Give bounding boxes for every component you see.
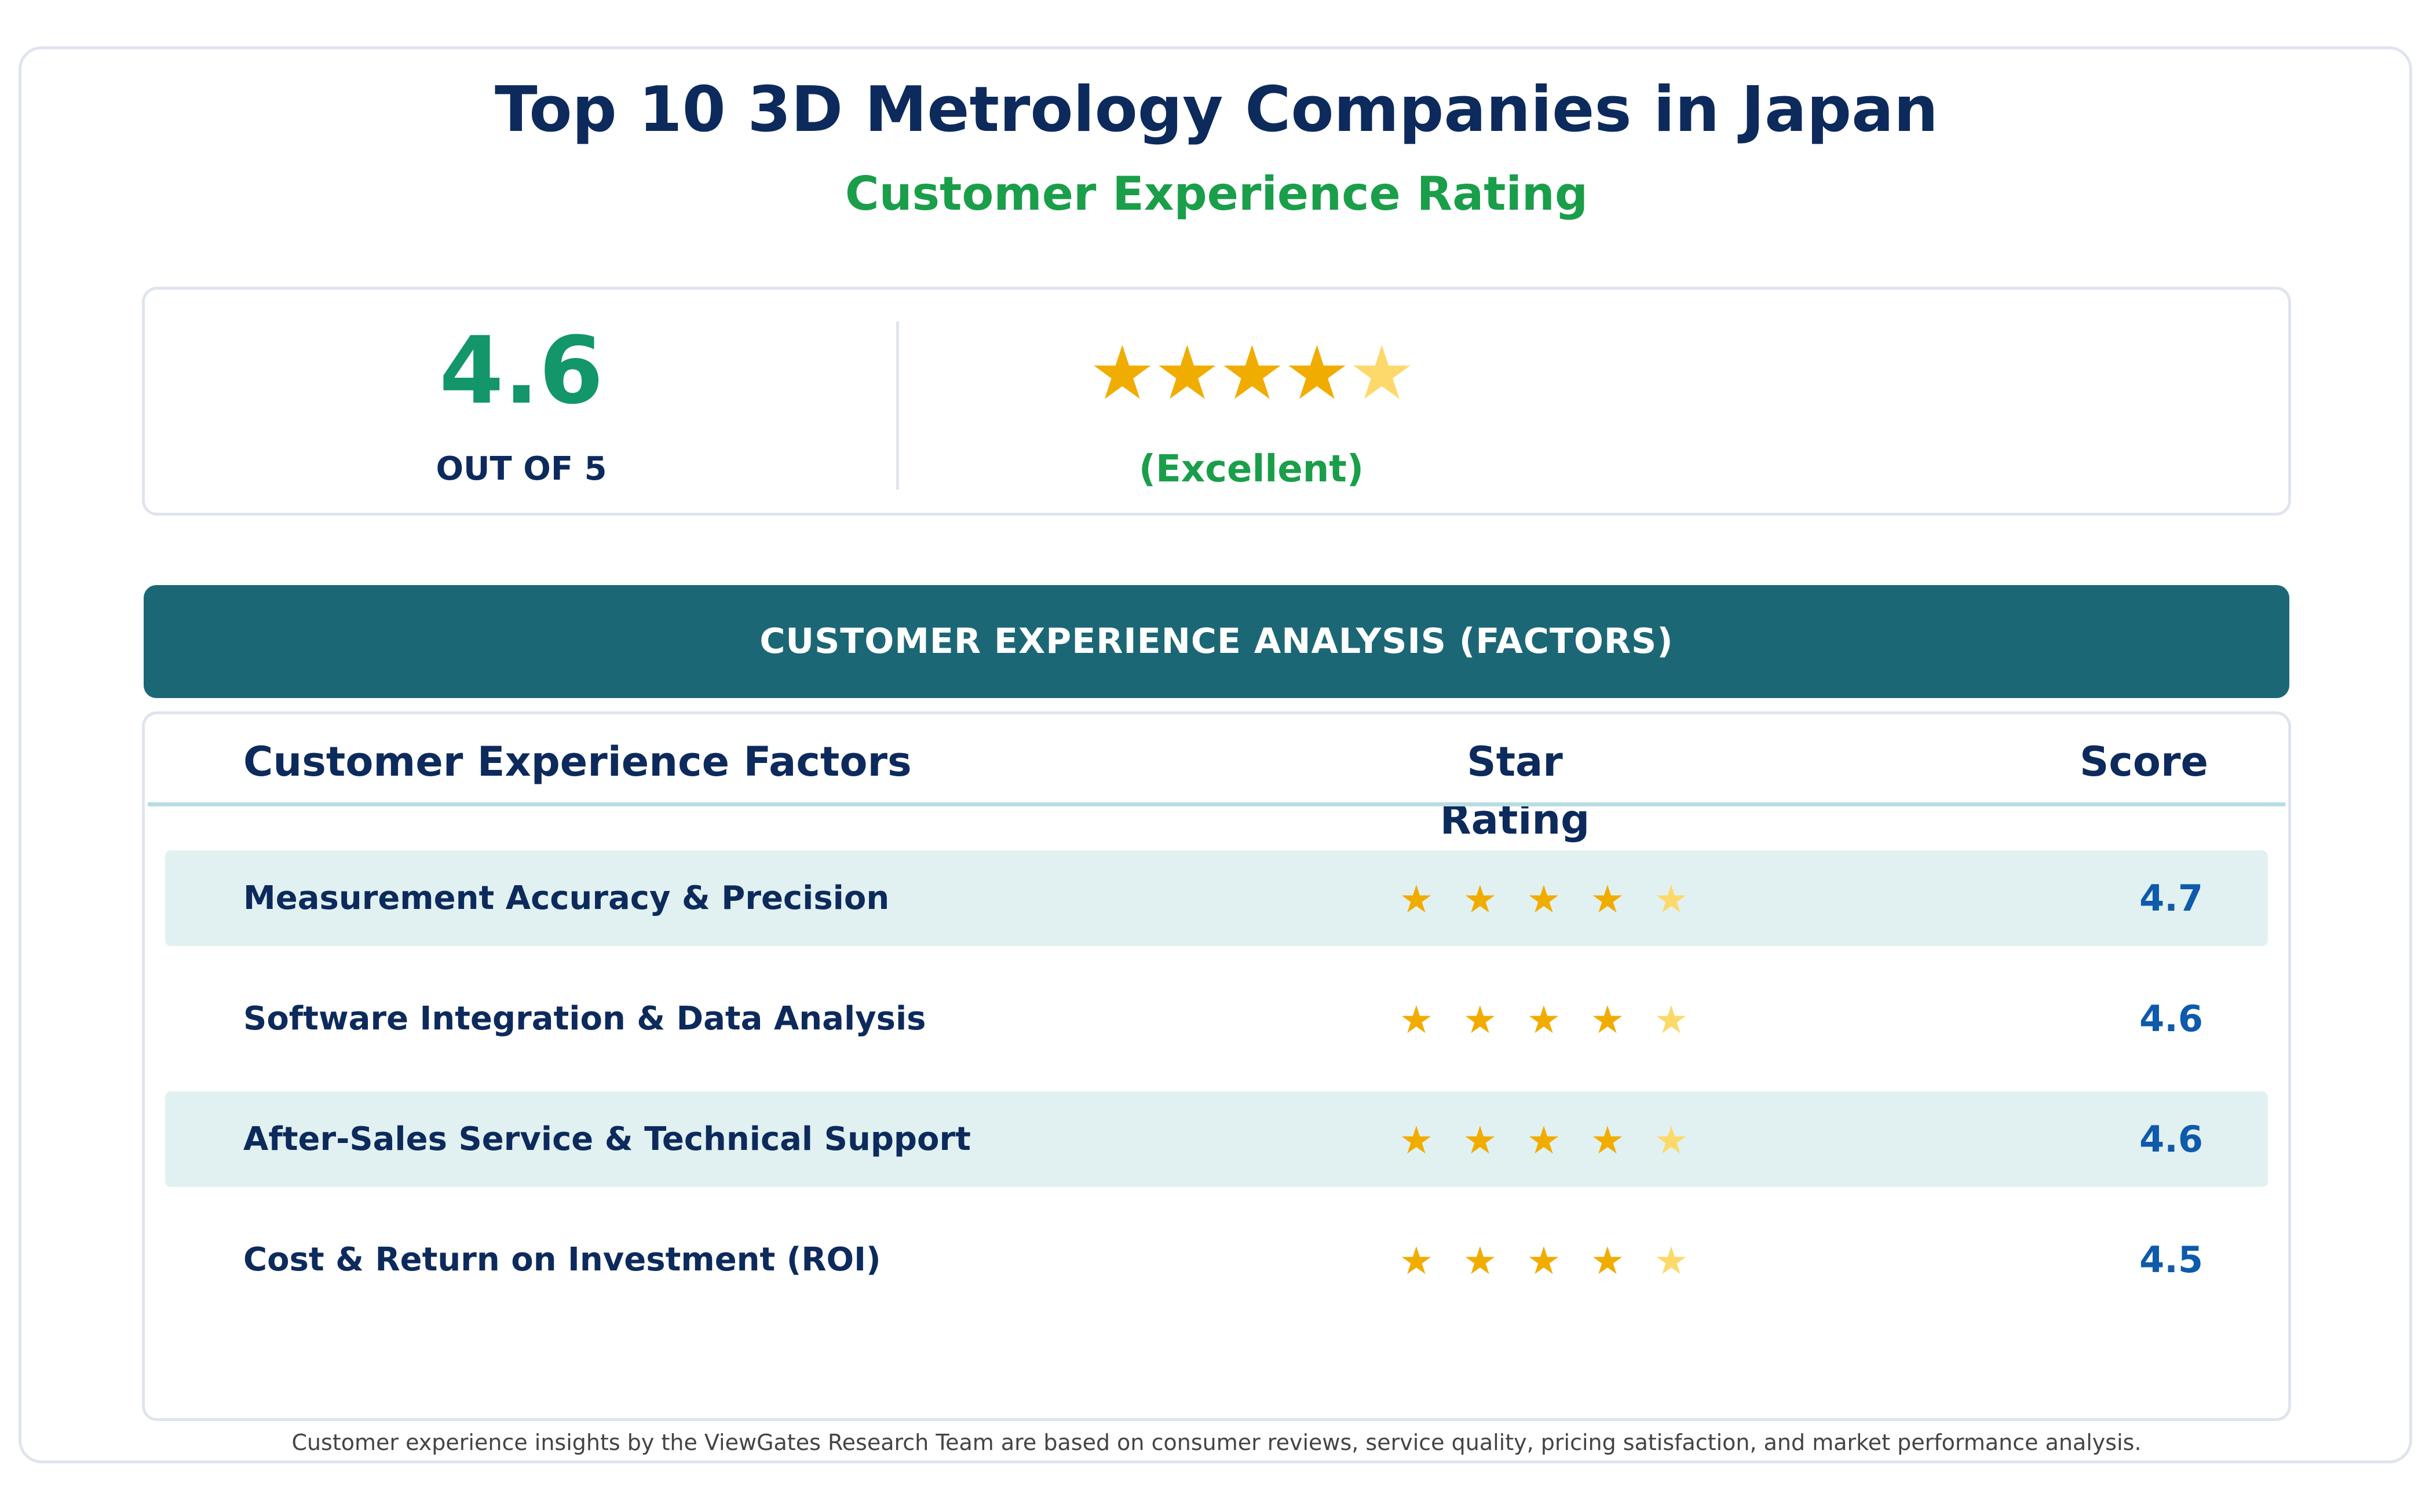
factor-star-rating: ★ ★ ★ ★ ★	[1384, 1238, 1703, 1284]
star-icon: ★	[1463, 998, 1497, 1042]
star-icon: ★	[1654, 1118, 1689, 1163]
factor-star-rating: ★ ★ ★ ★ ★	[1384, 876, 1703, 923]
star-icon: ★	[1526, 1239, 1561, 1283]
factor-score: 4.6	[2139, 998, 2203, 1040]
out-of-label: OUT OF 5	[436, 450, 607, 488]
factor-label: Measurement Accuracy & Precision	[243, 879, 890, 917]
overall-rating-panel	[142, 287, 2291, 516]
header-divider	[148, 802, 2285, 806]
star-icon: ★	[1463, 1239, 1497, 1283]
star-icon: ★	[1526, 877, 1561, 922]
table-row: Software Integration & Data Analysis ★ ★ ★ ★…	[165, 971, 2268, 1067]
factor-star-rating: ★ ★ ★ ★ ★	[1384, 1117, 1703, 1164]
star-icon: ★	[1399, 998, 1434, 1042]
star-icon: ★	[1399, 1239, 1434, 1283]
factor-label: Software Integration & Data Analysis	[243, 1000, 926, 1038]
star-icon: ★	[1590, 877, 1625, 922]
overall-star-rating: ★ ★ ★ ★ ★	[1089, 330, 1415, 417]
star-icon: ★	[1654, 877, 1689, 922]
section-heading: CUSTOMER EXPERIENCE ANALYSIS (FACTORS)	[144, 585, 2289, 698]
star-icon: ★	[1219, 330, 1285, 417]
rating-label: (Excellent)	[1138, 448, 1364, 491]
star-icon: ★	[1089, 330, 1156, 417]
factor-label: After-Sales Service & Technical Support	[243, 1120, 971, 1158]
star-icon: ★	[1463, 877, 1497, 922]
overall-score: 4.6	[439, 316, 604, 425]
factors-table	[142, 711, 2291, 1421]
factor-score: 4.5	[2139, 1239, 2203, 1281]
table-row: Measurement Accuracy & Precision ★ ★ ★ ★ ★ 4.7	[165, 850, 2268, 946]
column-header-star-rating: Star Rating	[1440, 738, 1590, 843]
star-icon: ★	[1590, 998, 1625, 1042]
page-title: Top 10 3D Metrology Companies in Japan	[495, 74, 1938, 146]
footnote: Customer experience insights by the View…	[291, 1430, 2142, 1455]
column-header-factor: Customer Experience Factors	[243, 738, 912, 786]
star-icon: ★	[1349, 330, 1415, 417]
star-icon: ★	[1654, 998, 1689, 1042]
star-icon: ★	[1590, 1239, 1625, 1283]
column-header-score: Score	[2080, 738, 2208, 786]
star-icon: ★	[1590, 1118, 1625, 1163]
table-row: After-Sales Service & Technical Support ★…	[165, 1091, 2268, 1187]
star-icon: ★	[1654, 1239, 1689, 1283]
star-icon: ★	[1399, 1118, 1434, 1163]
table-row: Cost & Return on Investment (ROI) ★ ★ ★ ★ ★ 4.…	[165, 1212, 2268, 1308]
factor-score: 4.7	[2139, 877, 2203, 919]
star-icon: ★	[1399, 877, 1434, 922]
factor-score: 4.6	[2139, 1118, 2203, 1160]
rating-card	[19, 46, 2412, 1463]
star-icon: ★	[1526, 1118, 1561, 1163]
page-subtitle: Customer Experience Rating	[845, 167, 1588, 221]
star-icon: ★	[1284, 330, 1350, 417]
factor-label: Cost & Return on Investment (ROI)	[243, 1241, 881, 1279]
factor-star-rating: ★ ★ ★ ★ ★	[1384, 997, 1703, 1043]
star-icon: ★	[1463, 1118, 1497, 1163]
star-icon: ★	[1526, 998, 1561, 1042]
panel-divider	[896, 322, 899, 490]
star-icon: ★	[1154, 330, 1221, 417]
